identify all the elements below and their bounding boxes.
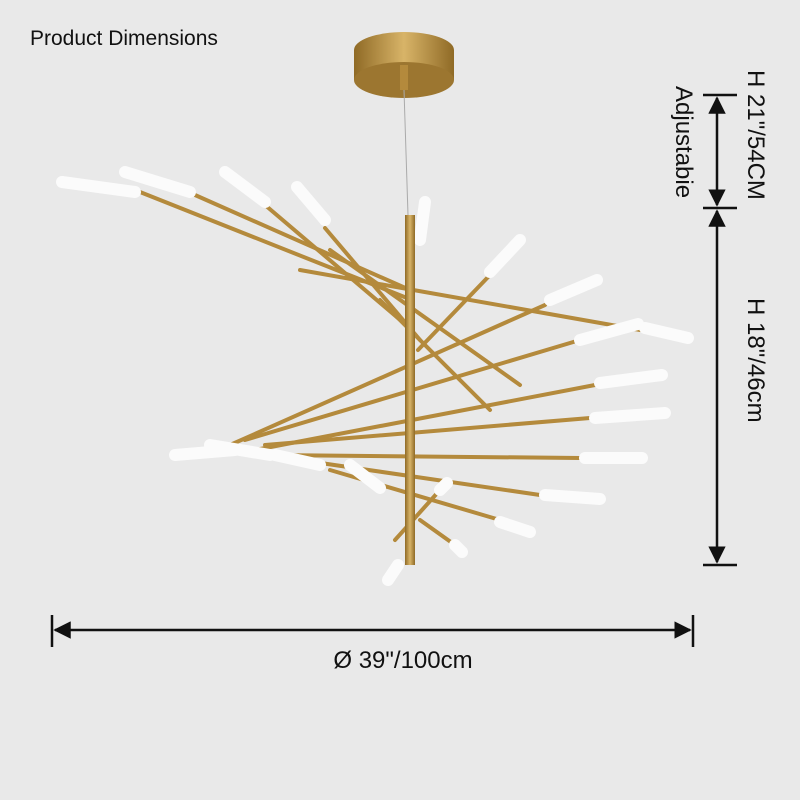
adjustable-height: H 21"/54CM xyxy=(742,70,769,200)
adjustable-note: Adjustabie xyxy=(670,86,697,198)
body-height: H 18"/46cm xyxy=(742,298,769,423)
dimension-lines xyxy=(50,93,737,647)
title: Product Dimensions xyxy=(30,27,218,50)
diameter: Ø 39"/100cm xyxy=(333,647,472,674)
chandelier xyxy=(56,32,694,586)
